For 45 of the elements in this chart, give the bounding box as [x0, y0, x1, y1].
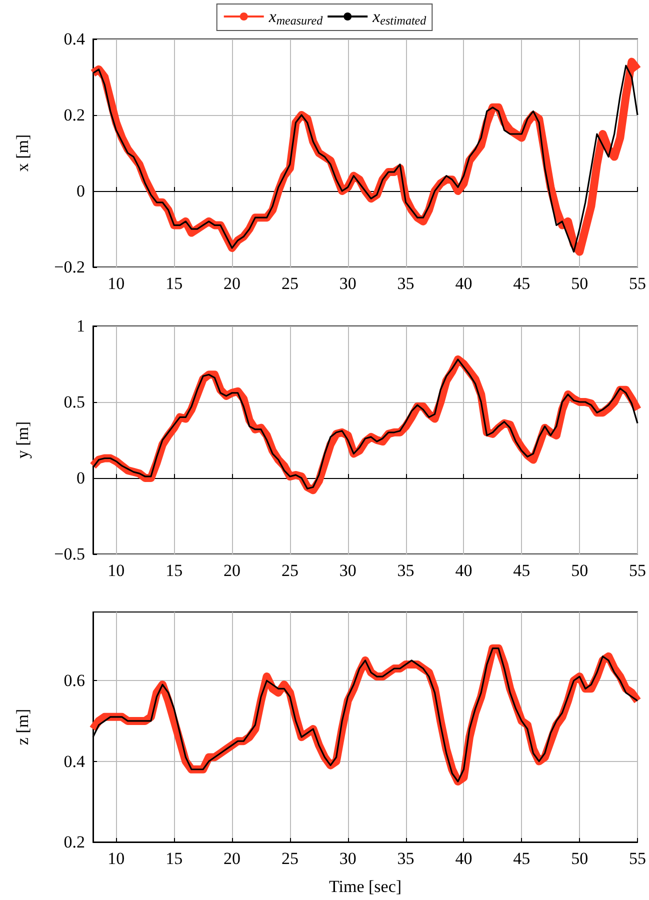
x-tick-label: 25: [281, 561, 298, 580]
x-tick-label: 35: [397, 849, 414, 868]
x-tick-label: 45: [513, 849, 530, 868]
y-tick-label: 0.2: [64, 106, 85, 124]
x-tick-label: 35: [397, 561, 414, 580]
y-axis-title: z [m]: [13, 708, 32, 746]
x-tick-label: 45: [513, 561, 530, 580]
y-tick-label: 0.4: [64, 30, 86, 48]
x-tick-label: 50: [571, 274, 588, 293]
x-tick-label: 15: [166, 274, 183, 293]
x-tick-label: 45: [513, 274, 530, 293]
x-tick-label: 10: [108, 561, 125, 580]
y-tick-label: −0.5: [54, 544, 85, 564]
x-tick-label: 25: [281, 849, 298, 868]
x-tick-label: 15: [166, 849, 183, 868]
x-tick-label: 10: [108, 274, 125, 293]
x-tick-label: 30: [339, 849, 356, 868]
x-tick-label: 20: [224, 274, 241, 293]
x-axis-title: Time [sec]: [328, 877, 402, 896]
x-tick-label: 40: [455, 274, 472, 293]
y-tick-label: 1: [76, 316, 85, 336]
x-tick-label: 20: [224, 849, 241, 868]
x-tick-label: 30: [339, 274, 356, 293]
y-tick-label: 0: [76, 182, 85, 200]
x-tick-label: 10: [108, 849, 125, 868]
x-tick-label: 20: [224, 561, 241, 580]
y-tick-label: 0: [76, 468, 85, 488]
x-tick-label: 55: [629, 561, 646, 580]
y-tick-label: −0.2: [54, 258, 85, 276]
y-tick-label: 0.2: [64, 832, 85, 852]
x-tick-label: 55: [629, 274, 646, 293]
x-tick-label: 25: [281, 274, 298, 293]
y-axis-title: y [m]: [13, 421, 32, 459]
y-tick-label: 0.5: [64, 392, 85, 412]
y-tick-label: 0.6: [64, 671, 85, 690]
x-tick-label: 55: [629, 849, 646, 868]
x-tick-label: 35: [397, 274, 414, 293]
x-tick-label: 50: [571, 561, 588, 580]
x-tick-label: 40: [455, 849, 472, 868]
x-tick-label: 30: [339, 561, 356, 580]
x-tick-label: 40: [455, 561, 472, 580]
y-tick-label: 0.4: [64, 752, 86, 771]
x-tick-label: 50: [571, 849, 588, 868]
x-tick-label: 15: [166, 561, 183, 580]
y-axis-title: x [m]: [13, 134, 32, 172]
